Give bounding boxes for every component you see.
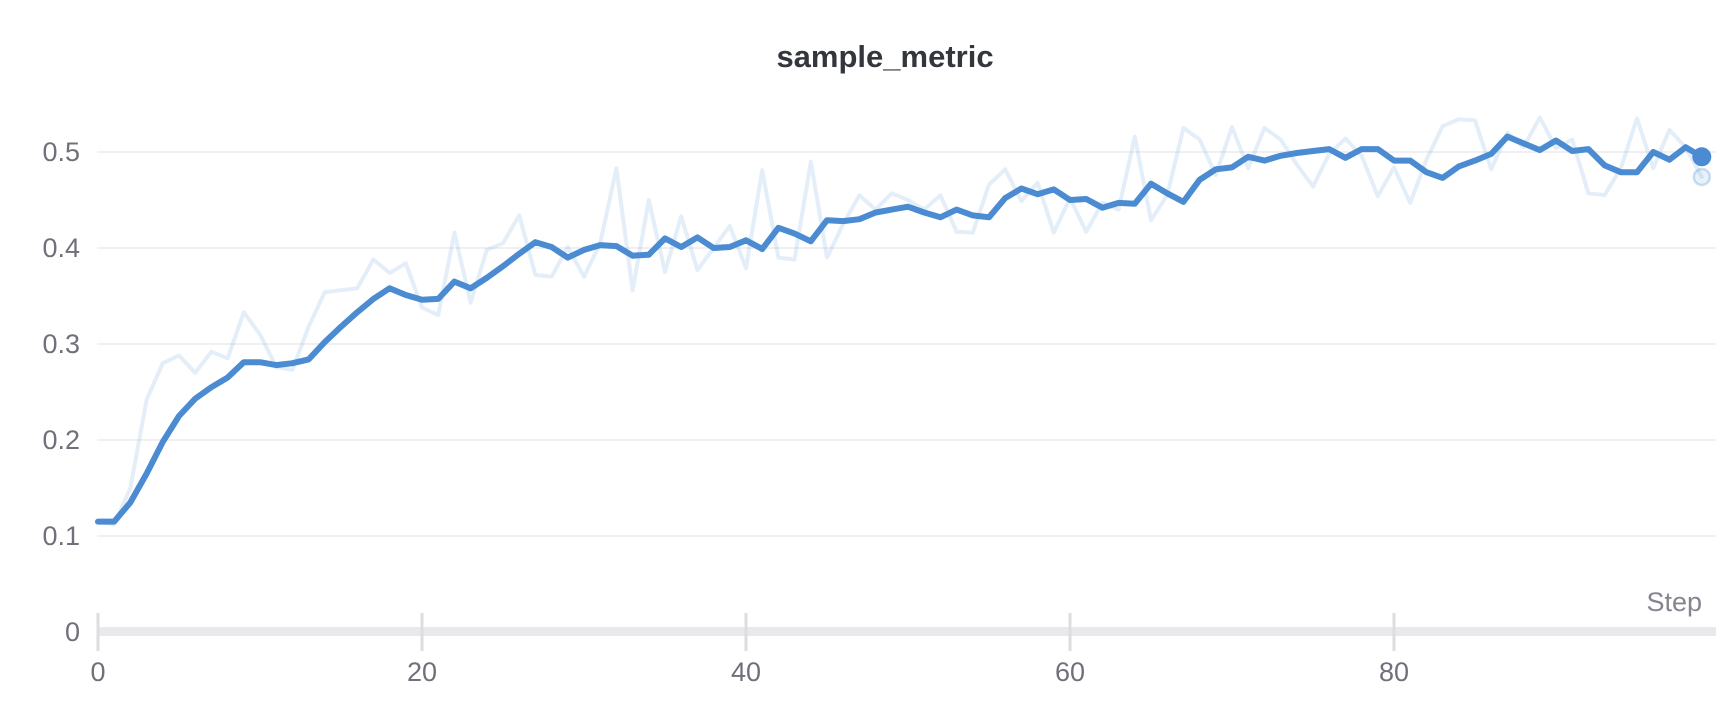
smoothed-endpoint-dot[interactable] <box>1692 147 1712 167</box>
x-axis-line <box>98 627 1716 636</box>
x-tick-label: 20 <box>407 657 437 687</box>
series-lines[interactable] <box>95 115 1712 527</box>
chart-title: sample_metric <box>776 39 993 74</box>
y-tick-label: 0.1 <box>42 521 80 551</box>
x-axis <box>96 613 1716 651</box>
tick-labels: 0 0.1 0.2 0.3 0.4 0.5 0 20 40 60 80 <box>42 137 1409 687</box>
y-tick-label: 0.4 <box>42 233 80 263</box>
raw-endpoint-dot[interactable] <box>1692 167 1712 187</box>
x-tick-label: 0 <box>90 657 105 687</box>
x-tick-label: 60 <box>1055 657 1085 687</box>
gridlines <box>97 151 1716 537</box>
raw-series-line[interactable] <box>96 115 1704 527</box>
x-tick-label: 80 <box>1379 657 1409 687</box>
x-axis-label: Step <box>1646 587 1702 617</box>
x-tick-label: 40 <box>731 657 761 687</box>
y-tick-label: 0.2 <box>42 425 80 455</box>
y-tick-label: 0.3 <box>42 329 80 359</box>
y-tick-label: 0.5 <box>42 137 80 167</box>
y-tick-label: 0 <box>65 617 80 647</box>
smoothed-series-line[interactable] <box>95 133 1705 525</box>
